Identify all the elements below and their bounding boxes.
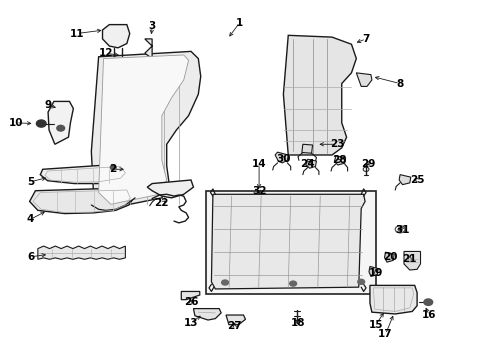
Text: 20: 20 [382,252,397,262]
Polygon shape [283,35,356,155]
Text: 9: 9 [44,100,51,110]
Circle shape [397,228,401,231]
Text: 25: 25 [409,175,424,185]
Text: 6: 6 [27,252,34,262]
Text: 14: 14 [251,159,266,169]
Polygon shape [275,152,287,163]
Polygon shape [181,292,200,300]
Text: 24: 24 [300,159,314,169]
Polygon shape [398,175,410,185]
Text: 19: 19 [368,268,382,278]
Text: 29: 29 [361,159,375,169]
Text: 10: 10 [9,118,23,128]
Text: 8: 8 [396,78,403,89]
Text: 4: 4 [27,214,34,224]
Circle shape [221,280,228,285]
Polygon shape [102,24,129,48]
Text: 11: 11 [69,28,84,39]
Text: 13: 13 [183,318,198,328]
Circle shape [36,120,46,127]
Text: 18: 18 [290,318,305,328]
Polygon shape [369,285,416,314]
Text: 16: 16 [421,310,436,320]
Polygon shape [144,39,157,117]
Polygon shape [48,102,73,144]
Text: 12: 12 [99,48,113,58]
Text: 30: 30 [276,154,290,163]
Polygon shape [384,252,393,262]
Polygon shape [91,51,201,208]
Polygon shape [305,159,316,168]
Text: 15: 15 [368,320,382,330]
Circle shape [110,165,116,170]
Polygon shape [301,144,312,153]
Text: 1: 1 [236,18,243,28]
Bar [205,191,375,294]
Polygon shape [403,251,420,270]
Text: 3: 3 [148,21,155,31]
Polygon shape [40,164,131,184]
Text: 21: 21 [402,253,416,264]
Text: 7: 7 [362,34,369,44]
Polygon shape [147,180,193,198]
Polygon shape [99,55,188,204]
Text: 22: 22 [154,198,169,208]
Circle shape [57,125,64,131]
Text: 26: 26 [183,297,198,307]
Text: 27: 27 [227,321,242,332]
Polygon shape [38,246,125,259]
Text: 23: 23 [329,139,344,149]
Circle shape [357,279,364,284]
Text: 2: 2 [109,164,117,174]
Polygon shape [211,194,365,289]
Polygon shape [356,73,371,86]
Circle shape [289,281,296,286]
Polygon shape [225,315,245,325]
Text: 28: 28 [331,156,346,165]
Text: 31: 31 [394,225,409,235]
Text: 5: 5 [27,177,34,187]
Polygon shape [30,188,135,213]
Polygon shape [368,266,377,276]
Text: 17: 17 [377,329,392,339]
Circle shape [423,299,432,305]
Polygon shape [334,156,345,165]
Text: 32: 32 [251,186,266,196]
Polygon shape [193,309,221,320]
